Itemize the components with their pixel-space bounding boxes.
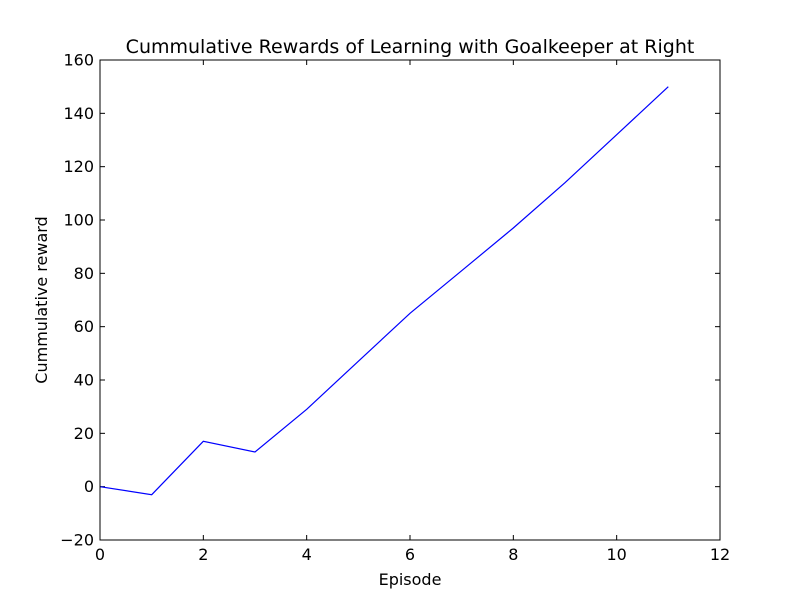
y-tick-label: 20: [74, 424, 94, 443]
x-tick-label: 6: [405, 545, 415, 564]
y-tick-label: −20: [60, 531, 94, 550]
y-tick-label: 100: [63, 211, 94, 230]
chart-title: Cummulative Rewards of Learning with Goa…: [126, 36, 695, 58]
x-tick-label: 12: [710, 545, 730, 564]
y-axis-label: Cummulative reward: [32, 216, 51, 383]
x-tick-label: 2: [198, 545, 208, 564]
x-axis-label: Episode: [379, 570, 442, 589]
y-tick-label: 60: [74, 317, 94, 336]
x-tick-label: 8: [508, 545, 518, 564]
y-tick-label: 80: [74, 264, 94, 283]
series-layer: [99, 86, 669, 496]
x-tick-label: 0: [95, 545, 105, 564]
series-line: [99, 86, 669, 496]
y-tick-label: 140: [63, 104, 94, 123]
y-tick-label: 160: [63, 51, 94, 70]
plot-frame: [99, 59, 721, 541]
x-tick-label: 4: [302, 545, 312, 564]
x-tick-label: 10: [606, 545, 626, 564]
y-tick-label: 40: [74, 371, 94, 390]
y-tick-label: 0: [84, 477, 94, 496]
y-tick-label: 120: [63, 157, 94, 176]
